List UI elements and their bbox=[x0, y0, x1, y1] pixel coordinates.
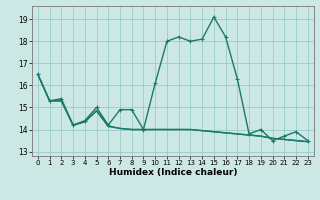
X-axis label: Humidex (Indice chaleur): Humidex (Indice chaleur) bbox=[108, 168, 237, 177]
